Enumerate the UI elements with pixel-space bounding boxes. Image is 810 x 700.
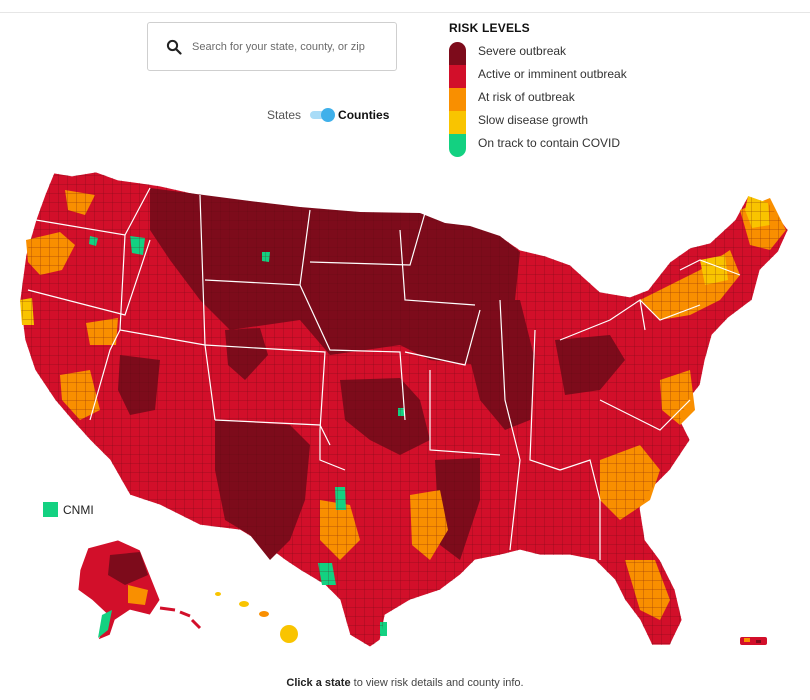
legend-swatch-slow bbox=[449, 111, 466, 134]
cnmi-swatch bbox=[43, 502, 58, 517]
search-icon bbox=[166, 39, 182, 55]
puerto-rico[interactable] bbox=[740, 637, 767, 645]
alaska-on-track bbox=[98, 610, 112, 638]
aleutian-islands bbox=[159, 606, 202, 630]
view-toggle[interactable]: States Counties bbox=[267, 106, 389, 124]
footer-text: to view risk details and county info. bbox=[350, 677, 524, 689]
legend-item-on-track: On track to contain COVID bbox=[478, 136, 621, 150]
search-box[interactable] bbox=[147, 22, 397, 71]
view-switch[interactable] bbox=[310, 108, 336, 122]
legend-swatch-active bbox=[449, 65, 466, 88]
risk-legend: RISK LEVELS Severe outbreak Active or im… bbox=[449, 21, 627, 157]
alaska-at-risk bbox=[128, 585, 148, 605]
toggle-states-label[interactable]: States bbox=[267, 108, 302, 122]
legend-item-active: Active or imminent outbreak bbox=[478, 67, 627, 81]
alaska-severe bbox=[108, 552, 148, 585]
toggle-counties-label[interactable]: Counties bbox=[338, 108, 390, 122]
cnmi-label: CNMI bbox=[63, 502, 94, 517]
legend-item-slow: Slow disease growth bbox=[478, 113, 589, 127]
legend-item-severe: Severe outbreak bbox=[478, 44, 567, 58]
switch-knob[interactable] bbox=[321, 108, 336, 122]
legend-title: RISK LEVELS bbox=[449, 21, 530, 35]
hawaii[interactable] bbox=[215, 592, 298, 643]
cnmi-legend[interactable]: CNMI bbox=[43, 502, 94, 517]
search-input[interactable] bbox=[192, 35, 388, 59]
legend-color-bar bbox=[449, 42, 466, 157]
footer-bold-text: Click a state bbox=[286, 677, 351, 689]
top-divider bbox=[0, 12, 810, 13]
legend-swatch-at-risk bbox=[449, 88, 466, 111]
legend-swatch-on-track bbox=[449, 134, 466, 157]
legend-item-at-risk: At risk of outbreak bbox=[478, 90, 575, 104]
state-borders bbox=[27, 187, 741, 560]
map-footer-hint: Click a state to view risk details and c… bbox=[0, 677, 810, 689]
legend-swatch-severe bbox=[449, 42, 466, 65]
